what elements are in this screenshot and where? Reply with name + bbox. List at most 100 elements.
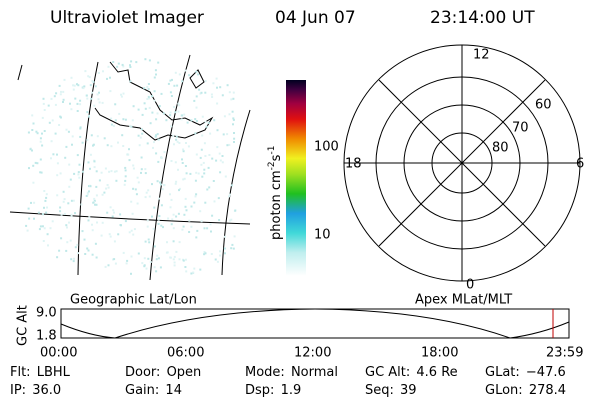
pixel	[206, 227, 209, 230]
pixel	[233, 137, 236, 140]
pixel	[146, 85, 149, 88]
pixel	[72, 88, 75, 91]
pixel	[71, 143, 73, 146]
pixel	[143, 102, 146, 105]
pixel	[153, 90, 156, 93]
status-field: GLon: 278.4	[485, 383, 566, 398]
pixel	[147, 257, 150, 260]
pixel	[97, 98, 100, 101]
pixel	[110, 123, 113, 126]
pixel	[193, 267, 196, 270]
pixel	[163, 184, 166, 186]
pixel	[158, 197, 161, 200]
pixel	[62, 98, 65, 101]
pixel	[200, 163, 203, 166]
pixel	[63, 78, 66, 81]
field-label: IP:	[10, 383, 26, 398]
pixel	[144, 168, 147, 171]
field-value: 14	[165, 383, 182, 398]
pixel	[143, 265, 146, 268]
pixel	[43, 206, 45, 209]
pixel	[137, 108, 140, 111]
pixel	[59, 172, 62, 175]
pixel	[185, 270, 188, 273]
field-value: Open	[167, 365, 202, 380]
pixel	[185, 172, 188, 175]
pixel	[33, 201, 36, 204]
pixel	[216, 129, 219, 132]
pixel	[62, 90, 65, 93]
pixel	[195, 236, 198, 239]
pixel	[96, 135, 99, 138]
pixel	[76, 243, 79, 246]
pixel	[181, 158, 183, 161]
pixel	[43, 190, 46, 192]
field-label: GLon:	[485, 383, 523, 398]
pixel	[122, 118, 125, 121]
pixel	[196, 229, 199, 232]
pixel	[132, 233, 135, 236]
pixel	[195, 120, 198, 122]
pixel	[175, 215, 178, 218]
pixel	[112, 258, 114, 261]
pixel	[34, 161, 37, 164]
pixel	[54, 103, 57, 106]
field-value: LBHL	[37, 365, 71, 380]
pixel	[207, 166, 210, 169]
pixel	[79, 103, 82, 106]
pixel	[140, 168, 143, 171]
pixel	[117, 233, 120, 236]
pixel	[233, 132, 235, 134]
pixel	[72, 84, 75, 87]
pixel	[46, 206, 48, 209]
pixel	[64, 156, 67, 159]
pixel	[169, 111, 172, 114]
pixel	[29, 148, 32, 151]
pixel	[82, 87, 85, 90]
pixel	[204, 201, 207, 204]
pixel	[156, 133, 159, 136]
pixel	[152, 227, 155, 230]
pixel	[107, 186, 110, 189]
pixel	[65, 224, 68, 227]
pixel	[56, 194, 59, 197]
pixel	[148, 241, 151, 244]
pixel	[186, 121, 189, 124]
pixel	[195, 193, 198, 196]
polar-grid	[343, 44, 581, 282]
pixel	[45, 211, 48, 214]
pixel	[65, 128, 68, 131]
pixel	[98, 91, 100, 94]
pixel	[184, 258, 187, 261]
pixel	[96, 221, 98, 224]
lat-label: 60	[535, 98, 552, 113]
pixel	[134, 188, 137, 191]
pixel	[88, 216, 91, 219]
pixel	[74, 97, 77, 100]
pixel	[154, 69, 157, 72]
pixel	[228, 195, 230, 198]
pixel	[200, 91, 203, 94]
pixel	[54, 132, 57, 135]
pixel	[88, 76, 91, 79]
pixel	[148, 106, 151, 109]
pixel	[174, 111, 177, 114]
pixel	[210, 93, 213, 96]
status-field: Door: Open	[125, 365, 201, 380]
pixel	[42, 240, 45, 242]
pixel	[188, 231, 191, 233]
date: 04 Jun 07	[275, 8, 356, 28]
pixel	[40, 171, 43, 174]
pixel	[49, 227, 52, 230]
pixel	[136, 176, 139, 179]
pixel	[95, 203, 98, 206]
orbit-box	[60, 308, 570, 339]
pixel	[172, 213, 175, 216]
pixel	[151, 95, 153, 98]
pixel	[200, 220, 203, 223]
status-field: GLat: −47.6	[485, 365, 566, 380]
pixel	[112, 209, 115, 212]
pixel	[104, 167, 107, 170]
pixel	[183, 213, 186, 216]
pixel	[125, 262, 128, 265]
